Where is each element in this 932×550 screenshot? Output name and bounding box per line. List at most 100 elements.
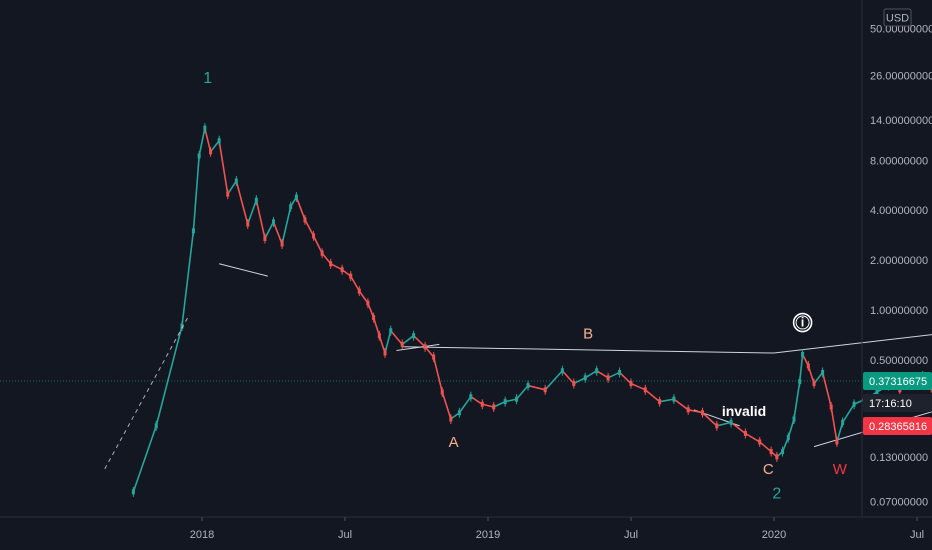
price-segment	[688, 409, 703, 414]
x-tick-label: Jul	[338, 529, 352, 541]
candle-body	[701, 410, 704, 416]
price-segment	[192, 155, 200, 231]
candle-body	[821, 369, 825, 375]
candle-body	[583, 375, 587, 381]
price-segment	[413, 335, 426, 348]
price-segment	[295, 196, 306, 221]
candle-body	[572, 381, 576, 387]
price-segment	[132, 425, 157, 493]
price-segment	[821, 372, 832, 408]
wave-label: C	[763, 461, 774, 478]
candle-body	[469, 394, 473, 400]
price-segment	[673, 398, 689, 411]
candle-body	[412, 333, 416, 339]
candle-body	[272, 219, 275, 225]
price-segment	[470, 396, 483, 405]
candle-body	[329, 261, 333, 267]
price-segment	[218, 140, 229, 195]
price-tag[interactable]: 17:16:10	[863, 394, 932, 413]
price-tags-layer: 0.37316675 17:16:10 0.28365816	[863, 372, 932, 436]
price-segment	[264, 221, 275, 239]
candle-body	[234, 178, 238, 184]
y-tick-label: 0.13000000	[870, 452, 928, 464]
price-segment	[330, 263, 343, 271]
currency-label: USD	[886, 13, 909, 25]
wave-label: B	[583, 326, 593, 343]
wave-label-circle	[792, 312, 813, 333]
candle-body	[769, 449, 773, 455]
candle-body	[312, 233, 316, 239]
candle-body	[366, 300, 370, 306]
candle-body	[254, 197, 258, 203]
candle-body	[560, 368, 564, 374]
candle-body	[383, 350, 387, 356]
y-tick-label: 1.00000000	[870, 305, 928, 317]
price-segment	[716, 421, 732, 427]
candle-body	[131, 489, 135, 495]
price-segment	[247, 199, 258, 225]
price-series-layer	[131, 123, 932, 497]
price-segment	[432, 356, 444, 393]
y-tick-label: 0.07000000	[870, 496, 928, 508]
candle-body	[180, 323, 184, 329]
price-segment	[255, 199, 266, 239]
wave-label: A	[449, 434, 459, 451]
candle-body	[798, 379, 802, 385]
candle-body	[618, 369, 622, 375]
x-tick-label: 2019	[476, 529, 500, 541]
candle-body	[686, 407, 690, 413]
price-segment	[730, 421, 746, 435]
trendline	[773, 334, 932, 354]
wave-label: 2	[772, 486, 781, 503]
y-tick-label: 14.00000000	[870, 115, 932, 127]
price-segment	[181, 230, 195, 327]
price-tag-background	[863, 372, 932, 391]
candle-body	[340, 267, 344, 273]
price-segment	[390, 330, 403, 345]
price-segment	[659, 398, 675, 403]
candle-body	[875, 389, 879, 395]
price-segment	[482, 403, 494, 408]
candle-body	[357, 288, 361, 294]
price-tag[interactable]: 0.28365816	[863, 417, 932, 436]
candle-body	[781, 449, 785, 455]
price-segment	[584, 370, 598, 379]
candle-body	[154, 423, 158, 429]
y-tick-label: 4.00000000	[870, 205, 928, 217]
candle-body	[263, 235, 267, 241]
candle-body	[526, 383, 530, 389]
trendline	[219, 263, 268, 277]
candle-body	[246, 221, 250, 227]
candle-body	[457, 410, 461, 416]
currency-badge[interactable]: USD	[883, 8, 912, 27]
candle-body	[775, 454, 779, 460]
candle-body	[289, 204, 293, 210]
candle-body	[729, 419, 733, 425]
wave-label: i	[801, 315, 805, 330]
candle-body	[209, 149, 213, 155]
candle-body	[217, 138, 221, 144]
price-segment	[561, 370, 575, 385]
wave-label: W	[833, 461, 848, 478]
price-tag-background	[863, 417, 932, 436]
x-axis[interactable]: 2018Jul2019Jul2020Jul2021Jul2022	[190, 517, 932, 541]
wave-labels-layer: invalid1BAC2iXWYii(i)(ii)12345(iii)iii3	[203, 70, 848, 503]
price-segment	[787, 418, 795, 438]
candle-body	[449, 416, 453, 422]
price-segment	[235, 180, 249, 225]
price-segment	[155, 325, 183, 427]
y-axis[interactable]: 50.0000000026.0000000014.000000008.00000…	[870, 23, 932, 508]
candle-body	[643, 387, 647, 393]
price-segment	[544, 370, 563, 391]
price-tag-label: 0.37316675	[869, 376, 927, 388]
price-tag-label: 0.28365816	[869, 421, 927, 433]
candle-body	[377, 333, 381, 339]
price-segment	[527, 384, 546, 391]
price-tag[interactable]: 0.37316675	[863, 372, 932, 391]
candle-body	[389, 328, 393, 334]
price-segment	[493, 400, 506, 408]
candle-body	[303, 217, 307, 223]
candle-body	[658, 399, 662, 405]
candle-body	[423, 344, 427, 350]
